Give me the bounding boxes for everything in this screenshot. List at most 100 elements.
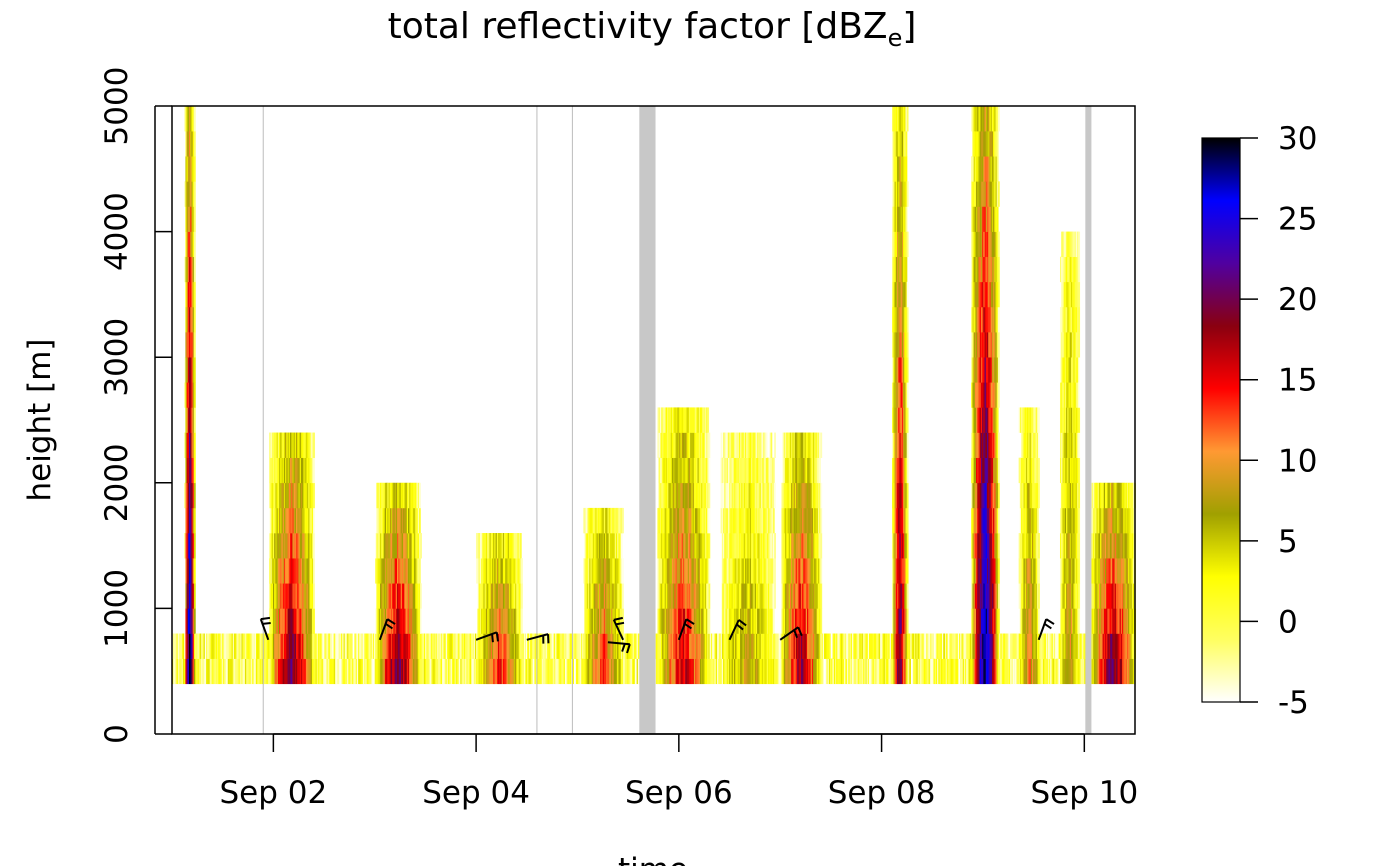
heatmap-cell-2205 [704,457,707,484]
heatmap-cell-4278 [1046,658,1049,685]
heatmap-cell-677 [310,533,313,559]
heatmap-cell-3469 [931,633,933,659]
heatmap-cell-1276 [495,558,498,584]
heatmap-cell-900 [390,558,393,584]
heatmap-cell-2480 [747,432,750,458]
heatmap-cell-1787 [658,482,661,509]
heatmap-cell-2511 [752,658,755,685]
heatmap-cell-1139 [449,633,452,659]
heatmap-cell-200 [193,432,196,458]
heatmap-cell-1377 [516,583,519,609]
heatmap-cell-1391 [518,533,521,559]
heatmap-cell-1137 [448,633,450,659]
heatmap-cell-2913 [806,608,809,634]
heatmap-cell-45 [185,281,188,308]
heatmap-cell-2755 [787,558,790,584]
heatmap-cell-1647 [609,558,612,584]
heatmap-cell-1184 [477,608,480,634]
heatmap-cell-4408 [1067,558,1070,584]
heatmap-cell-3619 [974,156,977,182]
heatmap-cell-2445 [743,558,746,584]
heatmap-cell-4618 [1092,633,1095,659]
heatmap-cell-895 [389,482,392,509]
heatmap-cell-2152 [698,407,701,433]
heatmap-cell-85 [187,432,190,458]
heatmap-cell-824 [380,658,382,685]
heatmap-cell-2433 [742,608,745,634]
heatmap-cell-3051 [836,633,838,659]
heatmap-cell-1281 [496,583,499,609]
heatmap-cell-3362 [903,231,905,258]
heatmap-cell-3770 [983,407,986,433]
heatmap-cell-735 [335,633,337,659]
heatmap-cell-1116 [434,633,437,659]
heatmap-cell-2267 [721,583,724,609]
heatmap-cell-2690 [774,533,776,559]
heatmap-cell-4696 [1103,482,1106,509]
heatmap-cell-4415 [1067,382,1070,408]
heatmap-cell-4272 [1041,633,1044,659]
heatmap-cell-2206 [704,432,707,458]
heatmap-cell-4589 [1081,633,1084,659]
heatmap-cell-4685 [1102,558,1105,584]
heatmap-cell-2172 [701,457,703,484]
heatmap-cell-4145 [1024,432,1027,458]
heatmap-cell-2483 [748,608,751,634]
heatmap-cell-676 [310,558,313,584]
heatmap-cell-714 [321,658,324,685]
heatmap-cell-2696 [776,633,779,659]
heatmap-cell-3650 [977,533,980,559]
heatmap-cell-255 [219,633,222,659]
heatmap-cell-1224 [485,658,488,685]
heatmap-cell-1063 [415,482,418,509]
heatmap-cell-3470 [932,658,935,685]
heatmap-cell-4307 [1059,432,1062,458]
heatmap-cell-1939 [675,507,678,534]
heatmap-cell-1197 [479,583,482,609]
heatmap-cell-4356 [1063,507,1066,534]
heatmap-cell-2794 [792,583,795,609]
heatmap-cell-474 [286,608,289,634]
heatmap-cell-3242 [896,357,899,383]
x-axis: Sep 02 Sep 04 Sep 06 Sep 08 Sep 10 [220,733,1138,811]
heatmap-cell-2335 [730,558,733,584]
heatmap-cell-2712 [782,633,785,659]
heatmap-cell-949 [398,533,401,559]
heatmap-cell-1182 [477,658,480,685]
heatmap-cell-1465 [563,658,566,685]
heatmap-cell-3869 [988,231,991,258]
heatmap-cell-1274 [495,608,498,634]
heatmap-cell-1504 [585,633,588,659]
heatmap-cell-3251 [896,131,899,157]
heatmap-cell-3466 [929,658,932,685]
heatmap-cell-3830 [987,633,989,659]
heatmap-cell-1332 [507,658,510,685]
heatmap-cell-4691 [1103,608,1106,634]
heatmap-cell-1968 [679,608,682,634]
heatmap-cell-29 [184,106,186,132]
heatmap-cell-1173 [472,658,475,685]
heatmap-cell-4092 [1018,407,1021,433]
heatmap-cell-2568 [758,482,761,509]
heatmap-cell-3234 [896,558,899,584]
heatmap-cell-2169 [701,533,703,559]
heatmap-cell-3671 [978,583,981,609]
heatmap-cell-803 [376,583,379,609]
heatmap-cell-1931 [674,432,677,458]
heatmap-cell-136 [190,306,193,333]
heatmap-cell-2791 [792,658,795,685]
heatmap-cell-3397 [905,507,908,534]
heatmap-cell-2053 [687,407,690,433]
heatmap-cell-3458 [924,658,927,685]
heatmap-cell-42 [185,357,188,383]
heatmap-cell-2397 [737,507,740,534]
heatmap-cell-4511 [1073,231,1076,258]
heatmap-cell-679 [310,482,313,509]
heatmap-cell-3006 [817,533,820,559]
heatmap-cell-4833 [1125,658,1128,685]
heatmap-cell-1487 [578,658,581,685]
heatmap-cell-2975 [814,558,817,584]
heatmap-cell-692 [313,658,315,685]
heatmap-cell-1940 [675,482,678,509]
heatmap-cell-4446 [1069,507,1072,534]
